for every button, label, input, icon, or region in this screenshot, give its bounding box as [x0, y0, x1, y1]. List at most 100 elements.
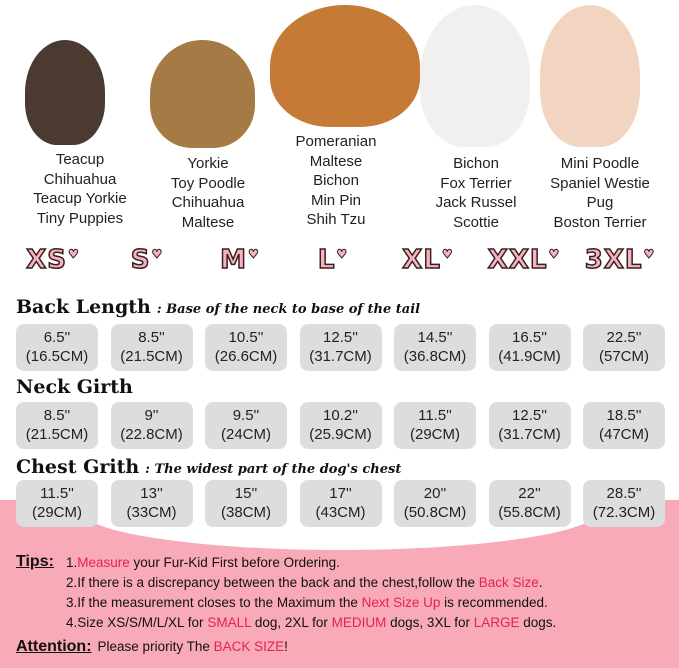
- measurement-cell: 11.5'' (29CM): [394, 402, 476, 449]
- row-subtitle: : The widest part of the dog's chest: [145, 462, 402, 477]
- measurement-cm: (38CM): [220, 504, 271, 521]
- measurement-inch: 18.5'': [606, 407, 642, 424]
- measurement-cm: (57CM): [598, 348, 649, 365]
- size-text: XXL: [487, 244, 548, 276]
- measurement-inch: 13'': [140, 485, 163, 502]
- size-label: XS♥: [8, 244, 98, 276]
- measurement-cell: 10.5'' (26.6CM): [205, 324, 287, 371]
- measurement-inch: 22'': [518, 485, 541, 502]
- measurement-cm: (31.7CM): [309, 348, 372, 365]
- measurement-cm: (50.8CM): [403, 504, 467, 521]
- measurement-cell: 17'' (43CM): [299, 480, 382, 527]
- tip-text: LARGE: [473, 615, 520, 630]
- tip-text: dog, 2XL for: [251, 615, 332, 630]
- tip-text: dogs, 3XL for: [386, 615, 474, 630]
- measurement-cell: 18.5'' (47CM): [583, 402, 665, 449]
- measurement-cm: (72.3CM): [592, 504, 656, 521]
- measurement-inch: 8.5'': [138, 329, 165, 346]
- dog-photo: [540, 5, 640, 147]
- breed-name: Boston Terrier: [553, 213, 647, 231]
- measurement-cell: 9.5'' (24CM): [205, 402, 287, 449]
- tip-text: is recommended.: [440, 595, 548, 610]
- heart-icon: ♥: [68, 247, 80, 262]
- measurement-inch: 12.5'': [323, 329, 358, 346]
- measurement-cell: 8.5'' (21.5CM): [110, 324, 193, 371]
- tip-text: Measure: [77, 555, 130, 570]
- tip-text: dogs.: [519, 615, 557, 630]
- size-text: XS: [25, 244, 67, 276]
- measurement-inch: 11.5'': [418, 407, 452, 424]
- size-text: 3XL: [584, 244, 643, 276]
- tip-line: 1.Measure your Fur-Kid First before Orde…: [66, 553, 340, 572]
- breed-name: Min Pin: [310, 191, 362, 209]
- tip-text: SMALL: [207, 615, 252, 630]
- measurement-cell: 15'' (38CM): [205, 480, 287, 527]
- measurement-cm: (24CM): [220, 426, 271, 443]
- size-label: M♥: [195, 244, 285, 276]
- measurement-cm: (16.5CM): [25, 348, 89, 365]
- measurement-inch: 11.5'': [40, 485, 74, 502]
- row-subtitle: : Base of the neck to base of the tail: [156, 302, 421, 317]
- heart-icon: ♥: [441, 247, 454, 262]
- dog-photo: [270, 5, 420, 127]
- measurement-cm: (21.5CM): [120, 348, 183, 365]
- tips-label: Tips:: [16, 553, 54, 570]
- size-label: XL♥: [383, 244, 473, 276]
- breed-name: Shih Tzu: [306, 211, 366, 228]
- measurement-inch: 9.5'': [232, 407, 260, 424]
- measurement-cm: (29CM): [31, 504, 82, 521]
- size-label: XXL♥: [479, 244, 569, 276]
- heart-icon: ♥: [248, 247, 260, 262]
- measurement-inch: 6.5'': [43, 329, 71, 346]
- measurement-cm: (29CM): [409, 426, 460, 443]
- heart-icon: ♥: [643, 247, 656, 262]
- breed-name: Bichon: [313, 172, 359, 189]
- dog-photo: [150, 40, 255, 148]
- size-text: S: [130, 244, 151, 276]
- measurement-cm: (31.7CM): [498, 426, 561, 443]
- breed-name: Scottie: [453, 213, 499, 231]
- size-label: S♥: [102, 244, 192, 276]
- row-title: Chest Grith: [16, 456, 140, 478]
- tip-text: 1.: [66, 555, 78, 570]
- attention-label: Attention:: [16, 638, 92, 655]
- measurement-inch: 20'': [423, 485, 447, 502]
- measurement-cm: (21.5CM): [25, 426, 89, 443]
- breed-name: Fox Terrier: [440, 174, 512, 192]
- measurement-inch: 14.5'': [417, 329, 453, 346]
- tip-text: 4.Size XS/S/M/L/XL for: [66, 615, 208, 630]
- measurement-cell: 12.5'' (31.7CM): [299, 324, 382, 371]
- measurement-inch: 9'': [144, 407, 159, 424]
- tip-text: 3.If the measurement closes to the Maxim…: [66, 595, 362, 610]
- measurement-cell: 28.5'' (72.3CM): [583, 480, 665, 527]
- row-heading: Chest Grith : The widest part of the dog'…: [16, 456, 401, 478]
- size-label: 3XL♥: [575, 244, 665, 276]
- measurement-cell: 13'' (33CM): [110, 480, 193, 527]
- breed-name: Toy Poodle: [170, 174, 246, 192]
- breed-name: Chihuahua: [43, 170, 117, 188]
- measurement-cell: 16.5'' (41.9CM): [488, 324, 571, 371]
- measurement-cm: (33CM): [126, 504, 177, 521]
- size-text: L: [317, 244, 336, 276]
- measurement-cell: 11.5'' (29CM): [16, 480, 98, 527]
- tip-text: 2.If there is a discrepancy between the …: [66, 575, 479, 590]
- breed-name: Maltese: [309, 152, 363, 170]
- measurement-cell: 14.5'' (36.8CM): [394, 324, 476, 371]
- breed-name: Maltese: [181, 213, 235, 231]
- breed-name: Bichon: [453, 155, 499, 172]
- measurement-inch: 28.5'': [606, 485, 642, 502]
- breed-name: Teacup Yorkie: [33, 190, 127, 207]
- size-text: XL: [402, 244, 441, 276]
- tip-line: 3.If the measurement closes to the Maxim…: [66, 593, 548, 612]
- row-heading: Neck Girth: [16, 376, 133, 398]
- attention-section: Attention: Please priority The BACK SIZE!: [16, 637, 288, 656]
- breed-name: Yorkie: [187, 155, 229, 172]
- measurement-cell: 9'' (22.8CM): [110, 402, 193, 449]
- dog-photo: [420, 5, 530, 147]
- measurement-cm: (41.9CM): [498, 348, 561, 365]
- heart-icon: ♥: [548, 247, 561, 262]
- measurement-cm: (55.8CM): [498, 504, 561, 521]
- attention-text: Please priority The: [97, 639, 214, 654]
- row-title: Back Length: [16, 296, 151, 318]
- measurement-cm: (36.8CM): [403, 348, 467, 365]
